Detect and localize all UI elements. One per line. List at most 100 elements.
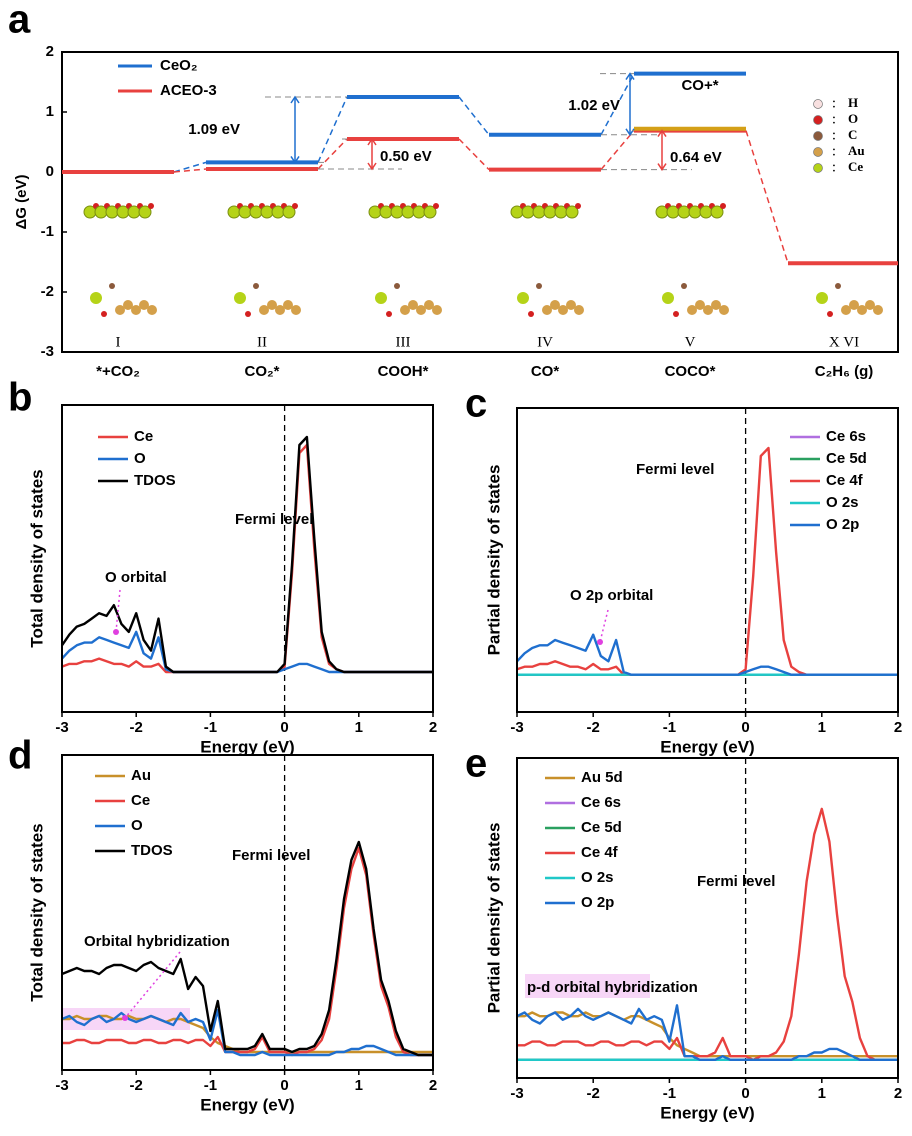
atom-glyph [90, 292, 102, 304]
x-tick-label: -3 [510, 1085, 523, 1102]
x-tick-label: 2 [894, 719, 902, 736]
structure-label: X VI [829, 334, 859, 350]
pointer-head [122, 1015, 128, 1021]
atom-glyph [408, 300, 418, 310]
arrow-head [367, 137, 377, 171]
atom-glyph [849, 300, 859, 310]
legend-label: Ce 6s [581, 794, 621, 811]
connector [745, 130, 789, 264]
atom-glyph [673, 311, 679, 317]
x-tick-label: 1 [818, 719, 826, 736]
atom-glyph [517, 292, 529, 304]
annotation: Fermi level [697, 873, 775, 890]
x-tick-label: -1 [204, 1077, 217, 1094]
annotation: O orbital [105, 569, 167, 586]
highlight [525, 974, 650, 998]
y-axis-label: Partial density of states [484, 465, 503, 656]
atom-glyph [400, 305, 410, 315]
atom-glyph [259, 305, 269, 315]
atom-separator: : [832, 159, 836, 175]
legend-label: TDOS [134, 472, 176, 489]
atom-legend-label: H [848, 95, 858, 110]
atom-separator: : [832, 127, 836, 143]
atom-glyph [433, 203, 439, 209]
y-axis-label: ΔG (eV) [13, 175, 30, 230]
atom-glyph [416, 305, 426, 315]
atom-legend-swatch [813, 115, 823, 125]
x-tick-label: -1 [663, 719, 676, 736]
x-tick-label: 1 [818, 1085, 826, 1102]
atom-glyph [267, 300, 277, 310]
atom-glyph [424, 300, 434, 310]
x-axis-label: Energy (eV) [200, 1095, 294, 1114]
legend-label: O 2p [581, 894, 614, 911]
pointer [124, 951, 181, 1019]
x-tick-label: 2 [894, 1085, 902, 1102]
atom-glyph [550, 300, 560, 310]
atom-glyph [131, 305, 141, 315]
x-tick-label: -3 [510, 719, 523, 736]
atom-glyph [565, 205, 579, 219]
atom-glyph [375, 292, 387, 304]
legend-label: O [134, 450, 146, 467]
legend-label: Ce [131, 792, 150, 809]
x-tick-label: 0 [280, 719, 288, 736]
atom-separator: : [832, 143, 836, 159]
atom-glyph [536, 283, 542, 289]
plot-frame [61, 754, 434, 1071]
atom-glyph [292, 203, 298, 209]
legend-label: O 2p [826, 516, 859, 533]
atom-glyph [148, 203, 154, 209]
y-tick-label: -1 [41, 223, 54, 240]
plot-frame [61, 51, 899, 353]
atom-glyph [253, 283, 259, 289]
atom-glyph [841, 305, 851, 315]
x-tick-label: -2 [587, 1085, 600, 1102]
x-tick-label: -2 [130, 719, 143, 736]
atom-glyph [528, 311, 534, 317]
atom-glyph [138, 205, 152, 219]
annotation: Fermi level [636, 461, 714, 478]
atom-legend-swatch [813, 163, 823, 173]
legend-label: Ce [134, 428, 153, 445]
atom-glyph [719, 305, 729, 315]
atom-glyph [542, 305, 552, 315]
arrow-head [657, 129, 667, 171]
atom-glyph [816, 292, 828, 304]
connector [600, 130, 635, 171]
legend-label: TDOS [131, 842, 173, 859]
atom-glyph [245, 311, 251, 317]
x-tick-label: COCO* [665, 363, 716, 380]
annotation: Orbital hybridization [84, 933, 230, 950]
atom-glyph [681, 283, 687, 289]
x-tick-label: 0 [280, 1077, 288, 1094]
connector [173, 168, 207, 173]
x-tick-label: 2 [429, 1077, 437, 1094]
atom-glyph [394, 283, 400, 289]
legend-label: Ce 4f [826, 472, 864, 489]
y-axis-label: Total density of states [27, 823, 46, 1001]
dos-curve [61, 840, 433, 1057]
x-tick-label: 1 [355, 1077, 363, 1094]
legend-label: O 2s [581, 869, 614, 886]
x-tick-label: -2 [130, 1077, 143, 1094]
y-tick-label: 1 [46, 103, 54, 120]
dos-curve [517, 807, 898, 1061]
pointer [115, 589, 121, 633]
x-tick-label: -1 [663, 1085, 676, 1102]
atom-glyph [695, 300, 705, 310]
legend-label: Ce 5d [581, 819, 622, 836]
atom-legend-label: O [848, 111, 858, 126]
structure-label: IV [537, 334, 553, 350]
panel-label: a [8, 0, 31, 42]
atom-glyph [835, 283, 841, 289]
atom-glyph [710, 205, 724, 219]
x-tick-label: -1 [204, 719, 217, 736]
y-tick-label: -3 [41, 343, 54, 360]
arrow-head [290, 95, 300, 164]
x-tick-label: 0 [741, 1085, 749, 1102]
atom-glyph [123, 300, 133, 310]
legend-label: Ce 5d [826, 450, 867, 467]
x-axis-label: Energy (eV) [660, 1103, 754, 1122]
